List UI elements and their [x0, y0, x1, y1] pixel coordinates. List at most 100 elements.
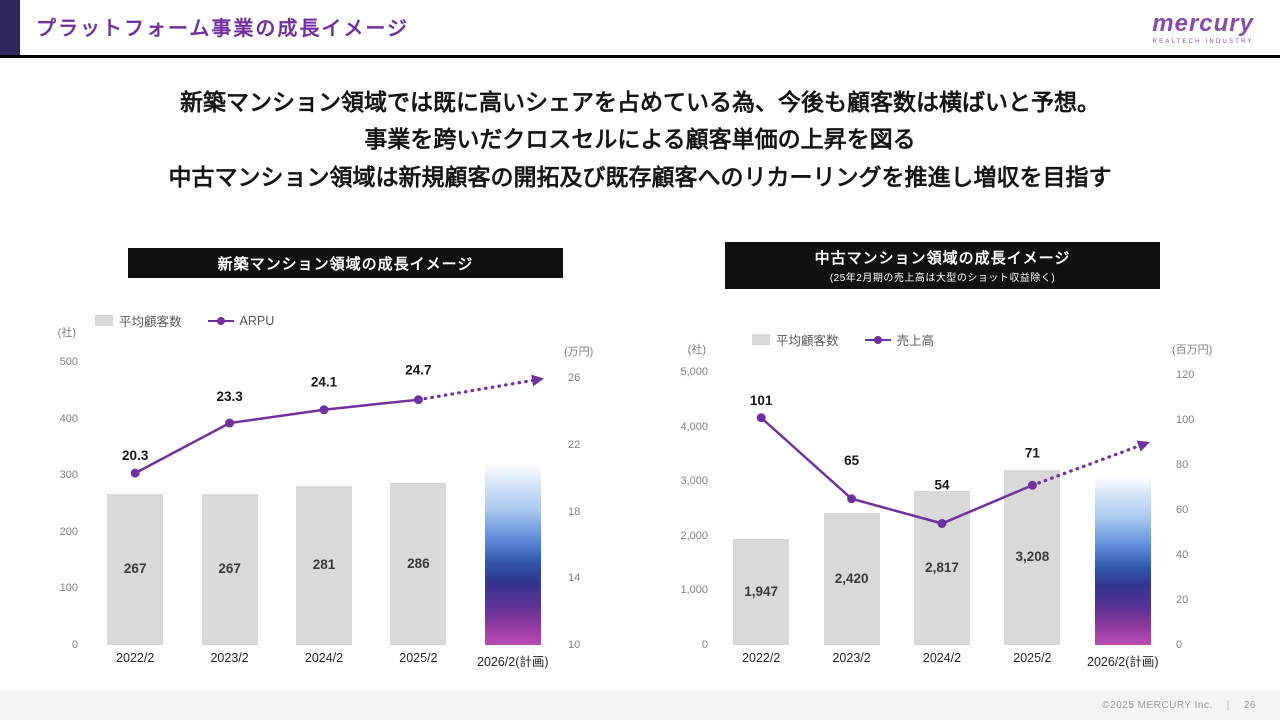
- axis-tick-left: 0: [71, 639, 78, 651]
- axis-tick-left: 4,000: [680, 420, 708, 433]
- category-label: 2024/2: [922, 651, 962, 665]
- legend-item: 売上高: [864, 330, 935, 349]
- category-label: 2025/2: [399, 651, 438, 665]
- header-divider: [0, 55, 1280, 58]
- axis-tick-right: 22: [568, 438, 581, 451]
- legend-label: ARPU: [239, 313, 275, 328]
- axis-tick-right: 10: [568, 639, 581, 651]
- mercury-logo: mercury REALTECH INDUSTRY: [1152, 10, 1254, 46]
- category-label: 2023/2: [210, 651, 249, 665]
- point-value-label: 24.1: [311, 375, 338, 390]
- axis-tick-right: 20: [1176, 594, 1189, 606]
- point-value-label: 24.7: [405, 363, 431, 378]
- axis-tick-left: 500: [59, 356, 78, 368]
- point-value-label: 20.3: [122, 448, 149, 463]
- mercury-logo-text: mercury: [1152, 10, 1254, 37]
- axis-unit-left: (社): [57, 327, 76, 339]
- bar: [733, 538, 790, 645]
- axis-tick-left: 3,000: [680, 475, 708, 488]
- point-value-label: 23.3: [216, 389, 243, 404]
- axis-tick-left: 100: [59, 582, 78, 595]
- chart-title-box: 新築マンション領域の成長イメージ: [128, 248, 563, 278]
- legend-label: 売上高: [896, 334, 935, 348]
- line-point: [756, 413, 766, 423]
- category-label: 2024/2: [304, 651, 344, 665]
- line-point: [130, 468, 140, 478]
- footer-band: [0, 690, 1280, 720]
- legend-line-swatch: [207, 315, 234, 326]
- line-point: [413, 395, 423, 405]
- page-title: プラットフォーム事業の成長イメージ: [36, 18, 409, 40]
- legend-item: ARPU: [207, 313, 275, 328]
- chart-subtitle: (25年2月期の売上高は大型のショット収益除く): [829, 273, 1056, 284]
- bar: [201, 493, 258, 645]
- headline-line-1: 新築マンション領域では既に高いシェアを占めている為、今後も顧客数は横ばいと予想。: [180, 89, 1100, 115]
- category-label: 2025/2: [1013, 651, 1052, 665]
- headline-line-2: 事業を跨いだクロスセルによる顧客単価の上昇を図る: [364, 126, 916, 153]
- legend-item: 平均顧客数: [752, 330, 839, 349]
- legend-bar-swatch: [95, 315, 113, 326]
- chart-title: 新築マンション領域の成長イメージ: [217, 255, 474, 273]
- footer: ©2025 MERCURY Inc. | 26: [1102, 700, 1256, 711]
- bar: [823, 512, 880, 645]
- headline: 新築マンション領域では既に高いシェアを占めている為、今後も顧客数は横ばいと予想。…: [0, 84, 1280, 196]
- axis-tick-left: 0: [701, 639, 708, 651]
- axis-unit-left: (社): [687, 344, 706, 356]
- legend-item: 平均顧客数: [95, 311, 182, 330]
- bar-value-label: 2,817: [925, 560, 959, 576]
- legend-line-swatch: [864, 334, 891, 345]
- plan-forecast-bar: [1094, 475, 1151, 645]
- headline-line-3: 中古マンション領域は新規顧客の開拓及び既存顧客へのリカーリングを推進し増収を目指…: [168, 163, 1112, 190]
- legend-label: 平均顧客数: [119, 315, 182, 329]
- bar: [107, 493, 164, 645]
- point-value-label: 71: [1025, 445, 1041, 460]
- footer-page-number: 26: [1243, 700, 1256, 711]
- bar-value-label: 286: [407, 556, 430, 572]
- category-label: 2026/2(計画): [477, 655, 549, 669]
- chart-legend: 平均顧客数 売上高: [752, 330, 934, 349]
- bar: [390, 483, 447, 645]
- point-value-label: 101: [750, 393, 773, 408]
- point-value-label: 65: [844, 453, 860, 468]
- axis-tick-right: 0: [1176, 639, 1183, 651]
- legend-bar-swatch: [752, 334, 770, 345]
- footer-copyright: ©2025 MERCURY Inc.: [1102, 700, 1213, 711]
- category-label: 2022/2: [742, 651, 781, 665]
- bar: [296, 485, 352, 645]
- mercury-logo-subtext: REALTECH INDUSTRY: [1152, 39, 1254, 45]
- category-label: 2026/2(計画): [1087, 655, 1159, 669]
- chart-legend: 平均顧客数 ARPU: [95, 311, 274, 330]
- axis-tick-right: 120: [1176, 369, 1195, 381]
- bar-value-label: 3,208: [1015, 549, 1050, 565]
- bar-value-label: 267: [123, 561, 147, 577]
- line-point: [225, 418, 235, 428]
- chart-title: 中古マンション領域の成長イメージ: [814, 250, 1071, 267]
- axis-tick-right: 100: [1176, 414, 1195, 426]
- bar-value-label: 267: [218, 561, 241, 577]
- line-point: [847, 494, 857, 504]
- bar-value-label: 1,947: [744, 583, 779, 599]
- axis-tick-right: 60: [1176, 504, 1189, 516]
- category-label: 2022/2: [116, 651, 155, 665]
- line-series: [760, 416, 1033, 525]
- line-series: [134, 398, 419, 475]
- header-accent-bar: [0, 0, 20, 55]
- axis-tick-left: 300: [59, 469, 78, 482]
- axis-tick-left: 2,000: [680, 529, 708, 542]
- axis-tick-left: 200: [59, 525, 78, 538]
- line-point: [319, 405, 329, 415]
- axis-unit-right: (万円): [564, 346, 594, 358]
- category-label: 2023/2: [832, 651, 871, 665]
- axis-unit-right: (百万円): [1172, 344, 1213, 356]
- bar-value-label: 281: [312, 557, 336, 573]
- footer-separator: |: [1226, 700, 1230, 711]
- trend-arrow: [416, 374, 544, 402]
- axis-tick-left: 1,000: [680, 584, 708, 597]
- axis-tick-left: 5,000: [680, 366, 708, 378]
- bar-value-label: 2,420: [834, 570, 869, 586]
- plan-forecast-bar: [484, 463, 541, 645]
